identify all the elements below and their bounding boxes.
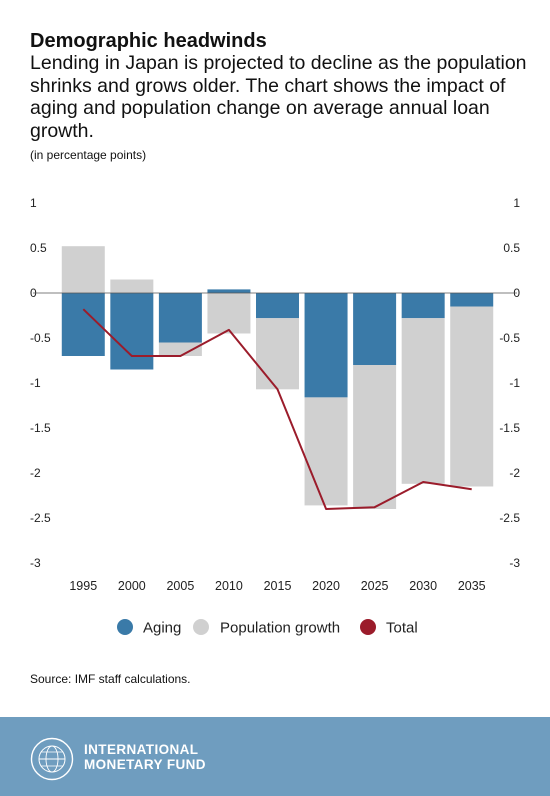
- imf-seal-logo: [30, 737, 74, 781]
- units-note: (in percentage points): [30, 148, 147, 162]
- x-tick-label: 2035: [458, 579, 486, 593]
- bar-population-growth: [256, 318, 299, 390]
- org-name: INTERNATIONAL MONETARY FUND: [84, 742, 206, 772]
- bar-population-growth: [353, 365, 397, 509]
- y-tick-label-right: -1.5: [499, 421, 520, 435]
- x-tick-label: 2025: [361, 579, 389, 593]
- y-tick-label-right: -2.5: [499, 511, 520, 525]
- x-tick-label: 2015: [264, 579, 292, 593]
- bar-aging: [450, 293, 494, 307]
- y-tick-label-left: -3: [30, 556, 41, 570]
- legend-swatch-total: [360, 619, 376, 635]
- y-tick-label-right: 0.5: [503, 241, 520, 255]
- x-tick-label: 2030: [409, 579, 437, 593]
- bar-population-growth: [61, 246, 105, 293]
- x-tick-label: 2010: [215, 579, 243, 593]
- chart-title: Demographic headwinds: [30, 30, 267, 52]
- legend-swatch-aging: [117, 619, 133, 635]
- bar-aging: [207, 289, 251, 293]
- x-tick-label: 1995: [69, 579, 97, 593]
- bar-aging: [256, 293, 299, 319]
- bar-aging: [158, 293, 202, 343]
- chart-subtitle: Lending in Japan is projected to decline…: [30, 52, 527, 142]
- bar-population-growth: [207, 293, 251, 334]
- bar-population-growth: [304, 397, 348, 506]
- x-tick-label: 2005: [166, 579, 194, 593]
- x-tick-label: 2020: [312, 579, 340, 593]
- bar-population-growth: [158, 342, 202, 356]
- y-tick-label-left: -1: [30, 376, 41, 390]
- bar-population-growth: [401, 318, 445, 484]
- stacked-bar-chart: 1 10.5 0.50 0-0.5 -0.5-1 -1-1.5 -1.5-2 -2-2.5 -2…: [30, 196, 520, 637]
- bar-aging: [110, 293, 154, 370]
- legend-label-total: Total: [386, 620, 418, 637]
- y-tick-label-right: -2: [509, 466, 520, 480]
- y-tick-label-right: -0.5: [499, 331, 520, 345]
- y-tick-label-left: -2.5: [30, 511, 51, 525]
- y-tick-label-right: -3: [509, 556, 520, 570]
- source-note: Source: IMF staff calculations.: [30, 672, 191, 686]
- footer-bar: INTERNATIONAL MONETARY FUND: [0, 717, 550, 796]
- bar-population-growth: [450, 306, 494, 487]
- org-name-line-1: INTERNATIONAL: [84, 742, 199, 757]
- y-tick-label-left: -2: [30, 466, 41, 480]
- bar-population-growth: [110, 279, 154, 293]
- bar-aging: [401, 293, 445, 319]
- bar-aging: [304, 293, 348, 398]
- legend-swatch-population-growth: [193, 619, 209, 635]
- y-tick-label-left: -0.5: [30, 331, 51, 345]
- y-tick-label-right: -1: [509, 376, 520, 390]
- y-tick-label-right: 1: [513, 196, 520, 210]
- org-name-line-2: MONETARY FUND: [84, 757, 206, 772]
- bar-aging: [61, 293, 105, 356]
- legend-label-population-growth: Population growth: [220, 620, 340, 637]
- x-tick-label: 2000: [118, 579, 146, 593]
- y-tick-label-left: 1: [30, 196, 37, 210]
- y-tick-label-left: 0.5: [30, 241, 47, 255]
- legend-label-aging: Aging: [143, 620, 181, 637]
- y-tick-label-left: -1.5: [30, 421, 51, 435]
- bar-aging: [353, 293, 397, 365]
